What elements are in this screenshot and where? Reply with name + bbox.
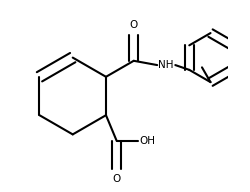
Text: NH: NH bbox=[158, 60, 174, 70]
Text: OH: OH bbox=[139, 136, 155, 146]
Text: O: O bbox=[130, 20, 138, 30]
Text: O: O bbox=[112, 174, 121, 184]
